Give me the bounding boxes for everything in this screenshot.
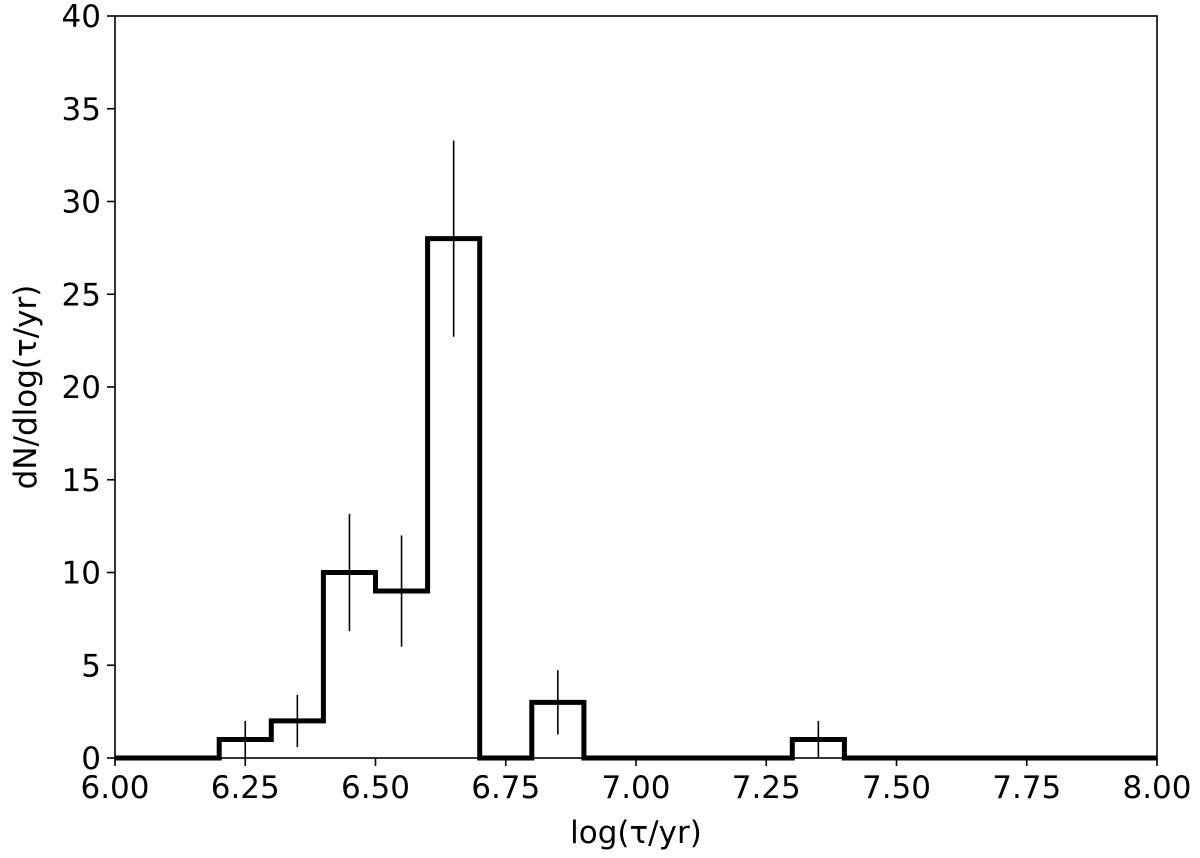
x-tick-label: 6.25 bbox=[211, 770, 280, 806]
x-tick-label: 7.50 bbox=[862, 770, 931, 806]
y-tick-label: 40 bbox=[62, 0, 101, 35]
y-tick-label: 10 bbox=[62, 556, 101, 592]
y-tick-label: 35 bbox=[62, 92, 101, 128]
bin-center-marker bbox=[399, 588, 404, 594]
x-tick-label: 6.00 bbox=[80, 770, 149, 806]
y-tick-label: 15 bbox=[62, 463, 101, 499]
bin-center-marker bbox=[243, 737, 248, 742]
y-tick-label: 25 bbox=[62, 277, 101, 313]
x-tick-label: 7.00 bbox=[601, 770, 670, 806]
axes-frame bbox=[114, 15, 1158, 759]
plot-area bbox=[115, 140, 1157, 761]
x-tick-label: 6.50 bbox=[341, 770, 410, 806]
y-tick-label: 5 bbox=[81, 648, 101, 684]
bin-center-marker bbox=[816, 737, 821, 742]
x-axis-label: log(τ/yr) bbox=[570, 815, 702, 851]
x-tick-label: 7.25 bbox=[732, 770, 801, 806]
y-tick-label: 30 bbox=[62, 185, 101, 221]
y-tick-label: 20 bbox=[62, 370, 101, 406]
axis-ticks: 6.00 6.25 6.50 6.75 7.00 7.25 7.50 7.75 8.00 0 5 10… bbox=[62, 0, 1192, 806]
bin-center-marker bbox=[295, 718, 300, 724]
x-tick-label: 6.75 bbox=[471, 770, 540, 806]
bin-center-marker bbox=[347, 570, 352, 575]
y-axis-label: dN/dlog(τ/yr) bbox=[8, 285, 44, 490]
bin-center-marker bbox=[451, 236, 456, 241]
bin-center-marker bbox=[555, 700, 561, 705]
histogram-step-line bbox=[115, 236, 1157, 761]
x-tick-label: 7.75 bbox=[992, 770, 1061, 806]
x-tick-label: 8.00 bbox=[1122, 770, 1191, 806]
y-tick-label: 0 bbox=[81, 741, 101, 777]
